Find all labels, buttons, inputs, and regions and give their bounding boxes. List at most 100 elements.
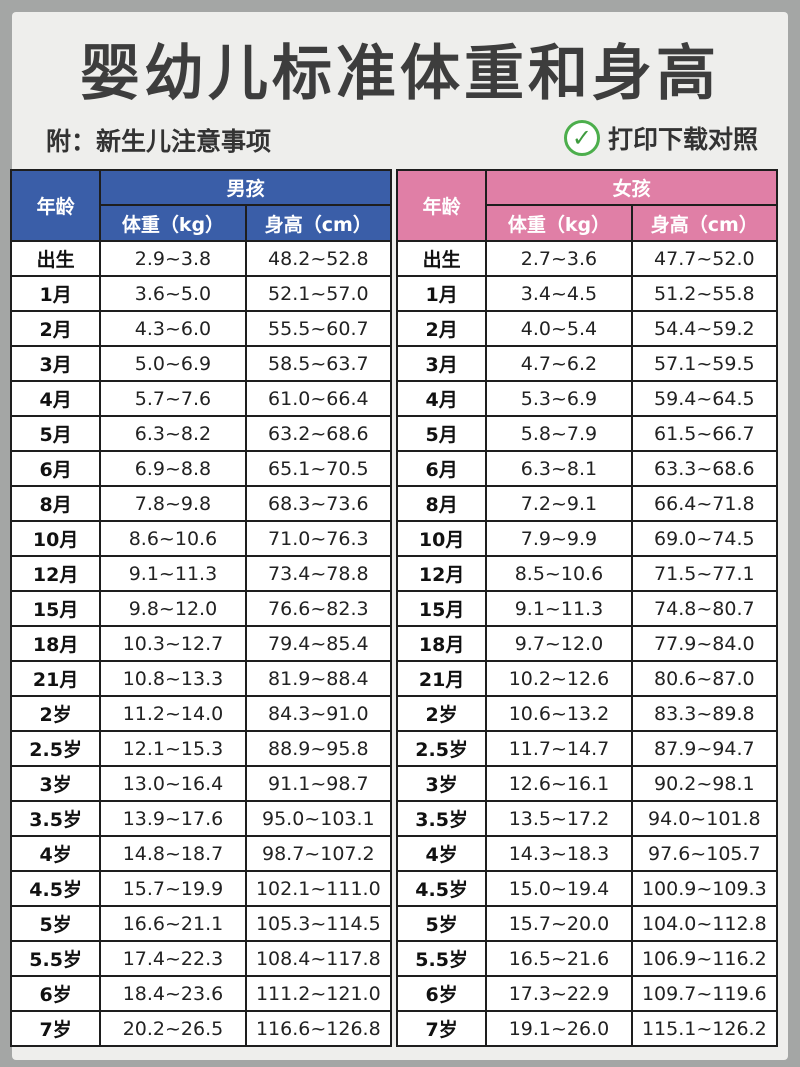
height-cell: 90.2~98.1 — [630, 765, 779, 802]
age-cell: 2月 — [395, 310, 488, 347]
height-cell: 94.0~101.8 — [630, 800, 779, 837]
table-row: 15月 9.1~11.3 74.8~80.7 — [395, 590, 779, 627]
height-cell: 102.1~111.0 — [244, 870, 393, 907]
table-row: 4岁 14.3~18.3 97.6~105.7 — [395, 835, 779, 872]
weight-cell: 20.2~26.5 — [99, 1010, 247, 1047]
table-row: 2岁 11.2~14.0 84.3~91.0 — [9, 695, 393, 732]
table-row: 3月 4.7~6.2 57.1~59.5 — [395, 345, 779, 382]
height-cell: 91.1~98.7 — [244, 765, 393, 802]
boys-table: 年龄 男孩 体重（kg） 身高（cm） 出生 2.9~3.8 48.2~52.8 1月… — [9, 169, 393, 1047]
height-cell: 65.1~70.5 — [244, 450, 393, 487]
height-cell: 88.9~95.8 — [244, 730, 393, 767]
table-row: 5岁 15.7~20.0 104.0~112.8 — [395, 905, 779, 942]
table-row: 5.5岁 16.5~21.6 106.9~116.2 — [395, 940, 779, 977]
table-row: 2月 4.0~5.4 54.4~59.2 — [395, 310, 779, 347]
age-cell: 10月 — [9, 520, 102, 557]
boys-age-header: 年龄 — [9, 169, 102, 242]
height-cell: 109.7~119.6 — [630, 975, 779, 1012]
weight-cell: 12.6~16.1 — [485, 765, 633, 802]
table-row: 2岁 10.6~13.2 83.3~89.8 — [395, 695, 779, 732]
age-cell: 4岁 — [9, 835, 102, 872]
age-cell: 6岁 — [395, 975, 488, 1012]
height-cell: 58.5~63.7 — [244, 345, 393, 382]
age-cell: 18月 — [395, 625, 488, 662]
table-row: 8月 7.8~9.8 68.3~73.6 — [9, 485, 393, 522]
height-cell: 61.5~66.7 — [630, 415, 779, 452]
table-row: 3月 5.0~6.9 58.5~63.7 — [9, 345, 393, 382]
table-row: 8月 7.2~9.1 66.4~71.8 — [395, 485, 779, 522]
table-row: 6月 6.9~8.8 65.1~70.5 — [9, 450, 393, 487]
height-cell: 59.4~64.5 — [630, 380, 779, 417]
weight-cell: 3.4~4.5 — [485, 275, 633, 312]
weight-cell: 11.2~14.0 — [99, 695, 247, 732]
print-download-label[interactable]: ✓ 打印下载对照 — [563, 120, 758, 156]
weight-cell: 10.2~12.6 — [485, 660, 633, 697]
height-cell: 61.0~66.4 — [244, 380, 393, 417]
table-row: 1月 3.4~4.5 51.2~55.8 — [395, 275, 779, 312]
age-cell: 8月 — [9, 485, 102, 522]
height-cell: 48.2~52.8 — [244, 240, 393, 277]
weight-cell: 13.9~17.6 — [99, 800, 247, 837]
boys-group-header: 男孩 — [99, 169, 392, 206]
weight-cell: 15.0~19.4 — [485, 870, 633, 907]
height-cell: 79.4~85.4 — [244, 625, 393, 662]
height-cell: 63.2~68.6 — [244, 415, 393, 452]
weight-cell: 13.0~16.4 — [99, 765, 247, 802]
height-cell: 55.5~60.7 — [244, 310, 393, 347]
notice-link[interactable]: 附：新生儿注意事项 — [46, 127, 272, 156]
weight-cell: 4.7~6.2 — [485, 345, 633, 382]
height-cell: 52.1~57.0 — [244, 275, 393, 312]
weight-cell: 6.3~8.2 — [99, 415, 247, 452]
weight-cell: 2.7~3.6 — [485, 240, 633, 277]
weight-cell: 13.5~17.2 — [485, 800, 633, 837]
weight-cell: 10.6~13.2 — [485, 695, 633, 732]
check-icon: ✓ — [563, 120, 600, 156]
weight-cell: 18.4~23.6 — [99, 975, 247, 1012]
height-cell: 111.2~121.0 — [244, 975, 393, 1012]
age-cell: 4岁 — [395, 835, 488, 872]
weight-cell: 6.9~8.8 — [99, 450, 247, 487]
weight-cell: 8.5~10.6 — [485, 555, 633, 592]
age-cell: 4.5岁 — [395, 870, 488, 907]
age-cell: 10月 — [395, 520, 488, 557]
table-row: 10月 8.6~10.6 71.0~76.3 — [9, 520, 393, 557]
weight-cell: 4.3~6.0 — [99, 310, 247, 347]
table-row: 18月 9.7~12.0 77.9~84.0 — [395, 625, 779, 662]
age-cell: 21月 — [9, 660, 102, 697]
table-row: 10月 7.9~9.9 69.0~74.5 — [395, 520, 779, 557]
weight-cell: 9.1~11.3 — [99, 555, 247, 592]
age-cell: 7岁 — [9, 1010, 102, 1047]
height-cell: 87.9~94.7 — [630, 730, 779, 767]
print-download-text: 打印下载对照 — [607, 125, 758, 154]
weight-cell: 2.9~3.8 — [99, 240, 247, 277]
table-row: 2月 4.3~6.0 55.5~60.7 — [9, 310, 393, 347]
age-cell: 2岁 — [395, 695, 488, 732]
table-row: 6岁 18.4~23.6 111.2~121.0 — [9, 975, 393, 1012]
table-row: 5岁 16.6~21.1 105.3~114.5 — [9, 905, 393, 942]
age-cell: 出生 — [395, 240, 488, 277]
age-cell: 4月 — [9, 380, 102, 417]
table-row: 6岁 17.3~22.9 109.7~119.6 — [395, 975, 779, 1012]
table-row: 3.5岁 13.5~17.2 94.0~101.8 — [395, 800, 779, 837]
height-cell: 104.0~112.8 — [630, 905, 779, 942]
age-cell: 18月 — [9, 625, 102, 662]
age-cell: 3月 — [9, 345, 102, 382]
table-row: 出生 2.9~3.8 48.2~52.8 — [9, 240, 393, 277]
age-cell: 2.5岁 — [9, 730, 102, 767]
height-cell: 63.3~68.6 — [630, 450, 779, 487]
table-row: 5月 5.8~7.9 61.5~66.7 — [395, 415, 779, 452]
age-cell: 4月 — [395, 380, 488, 417]
height-cell: 71.5~77.1 — [630, 555, 779, 592]
age-cell: 2月 — [9, 310, 102, 347]
weight-cell: 11.7~14.7 — [485, 730, 633, 767]
table-row: 4.5岁 15.0~19.4 100.9~109.3 — [395, 870, 779, 907]
table-row: 2.5岁 11.7~14.7 87.9~94.7 — [395, 730, 779, 767]
height-cell: 74.8~80.7 — [630, 590, 779, 627]
table-row: 21月 10.2~12.6 80.6~87.0 — [395, 660, 779, 697]
table-row: 5.5岁 17.4~22.3 108.4~117.8 — [9, 940, 393, 977]
height-cell: 83.3~89.8 — [630, 695, 779, 732]
weight-cell: 17.4~22.3 — [99, 940, 247, 977]
boys-weight-header: 体重（kg） — [99, 204, 247, 242]
table-row: 3.5岁 13.9~17.6 95.0~103.1 — [9, 800, 393, 837]
weight-cell: 5.0~6.9 — [99, 345, 247, 382]
